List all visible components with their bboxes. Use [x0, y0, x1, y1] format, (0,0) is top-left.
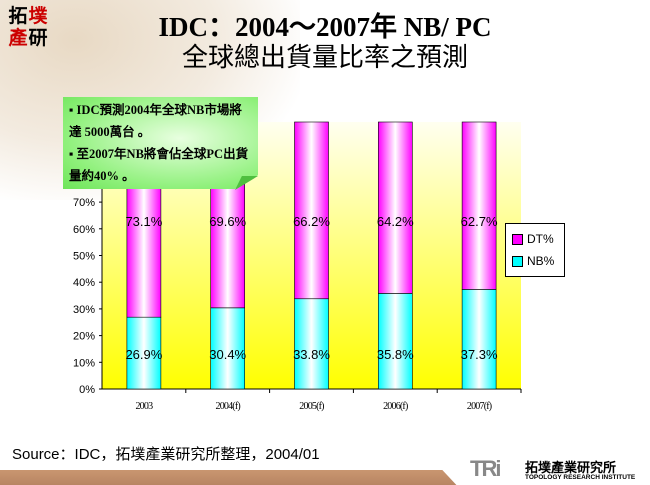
data-label: 26.9% — [125, 347, 162, 362]
bar-nb — [126, 316, 162, 390]
x-tick-label: 2004(f) — [216, 401, 241, 412]
legend-swatch-nb — [512, 255, 523, 267]
data-label: 30.4% — [209, 347, 246, 362]
source-note: Source：IDC，拓墣產業研究所整理，2004/01 — [12, 446, 320, 463]
data-label: 69.6% — [209, 214, 246, 229]
y-tick-label: 40% — [73, 277, 95, 289]
legend-label-nb: NB% — [527, 254, 555, 268]
legend-item-nb: NB% — [512, 254, 554, 268]
legend-item-dt: DT% — [512, 232, 554, 246]
x-tick-label: 2006(f) — [383, 401, 408, 412]
x-tick-label: 2005(f) — [299, 401, 324, 412]
bar-nb — [294, 298, 329, 390]
callout-bullet-2: ▪ 至2007年NB將會佔全球PC出貨量約40% 。 — [69, 147, 249, 183]
y-tick-label: 50% — [73, 251, 95, 263]
bar-nb — [377, 293, 413, 390]
y-tick-label: 10% — [73, 357, 95, 369]
title-line1: IDC：2004～2007年 NB/ PC — [158, 12, 492, 42]
y-tick-label: 0% — [79, 384, 95, 396]
bar-dt — [377, 121, 413, 294]
tri-logo-en: TOPOLOGY RESEARCH INSTITUTE — [525, 474, 636, 481]
title-line2: 全球總出貨量比率之預測 — [181, 43, 468, 73]
tri-logo: TRi — [470, 456, 501, 481]
legend: DT% NB% — [505, 223, 565, 277]
data-label: 37.3% — [461, 347, 498, 362]
logo: 拓墣產研 — [8, 6, 48, 49]
y-tick-label: 30% — [73, 304, 95, 316]
data-label: 64.2% — [377, 214, 414, 229]
x-tick-label: 2003 — [135, 401, 153, 412]
bar-nb — [461, 289, 497, 390]
tri-logo-zh: 拓墣產業研究所 — [525, 460, 617, 475]
bar-dt — [294, 121, 329, 300]
callout-bullet-1: ▪ IDC預測2004年全球NB市場將達 5000萬台 。 — [69, 103, 242, 139]
data-label: 73.1% — [125, 214, 162, 229]
callout-note: ▪ IDC預測2004年全球NB市場將達 5000萬台 。 ▪ 至2007年NB… — [63, 97, 258, 189]
bar-dt — [461, 121, 497, 290]
y-tick-label: 60% — [73, 224, 95, 236]
legend-swatch-dt — [512, 233, 523, 245]
y-tick-label: 20% — [73, 331, 95, 343]
y-tick-label: 70% — [73, 197, 95, 209]
x-tick-label: 2007(f) — [467, 401, 492, 412]
data-label: 62.7% — [461, 214, 498, 229]
legend-label-dt: DT% — [527, 232, 554, 246]
data-label: 33.8% — [293, 347, 330, 362]
data-label: 66.2% — [293, 214, 330, 229]
data-label: 35.8% — [377, 347, 414, 362]
footer-logo-area — [427, 454, 650, 485]
bar-nb — [210, 307, 245, 390]
